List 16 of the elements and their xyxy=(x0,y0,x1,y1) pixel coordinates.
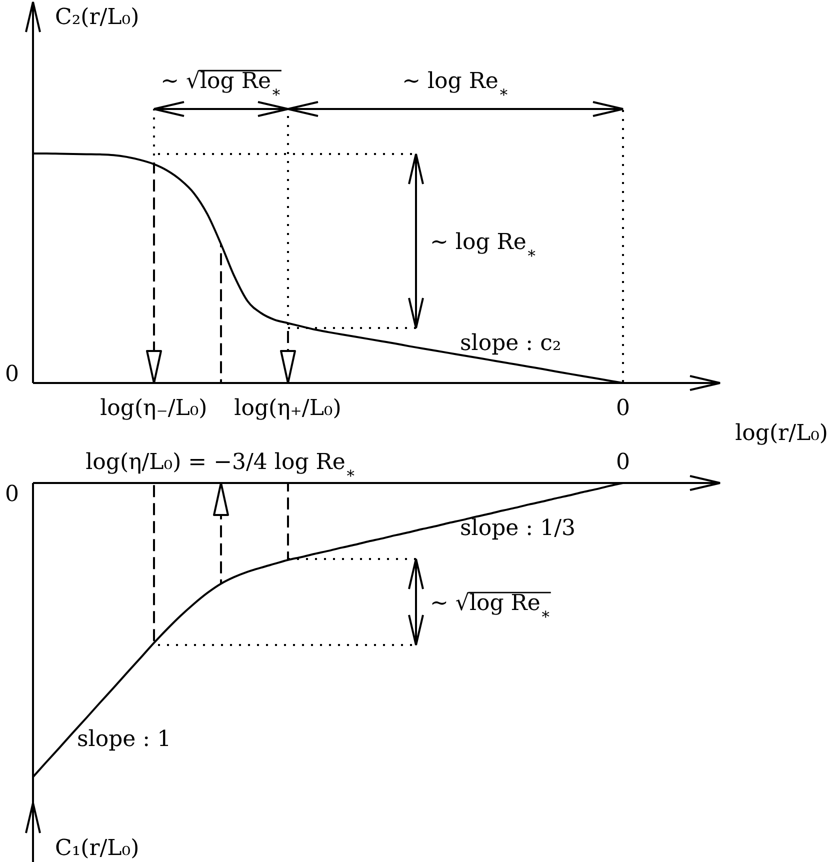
annotation: slope : 1/3 xyxy=(460,516,576,541)
text: C₁(r/L₀) xyxy=(55,836,140,861)
annotation: ∼ √log Re$_{∗}$ xyxy=(430,590,551,623)
x-tick-label: log(η/L₀) = −3/4 log Re$_{∗}$ xyxy=(86,450,356,482)
text: ∼ √log Re$_{∗}$ xyxy=(160,69,282,101)
x-tick-label: 0 xyxy=(616,396,630,421)
text: ∼ log Re$_{∗}$ xyxy=(402,69,509,101)
annotation: slope : c₂ xyxy=(460,330,562,356)
y-axis-title: C₂(r/L₀) xyxy=(55,5,140,30)
x-axis-title: log(r/L₀) xyxy=(735,421,828,446)
x-tick-label: log(η₊/L₀) xyxy=(234,396,342,421)
annotation: slope : 1 xyxy=(77,726,172,752)
text: 0 xyxy=(5,362,19,387)
x-tick-label: log(η₋/L₀) xyxy=(100,396,208,421)
annotation: ∼ log Re$_{∗}$ xyxy=(430,230,537,262)
text: 0 xyxy=(5,482,19,507)
